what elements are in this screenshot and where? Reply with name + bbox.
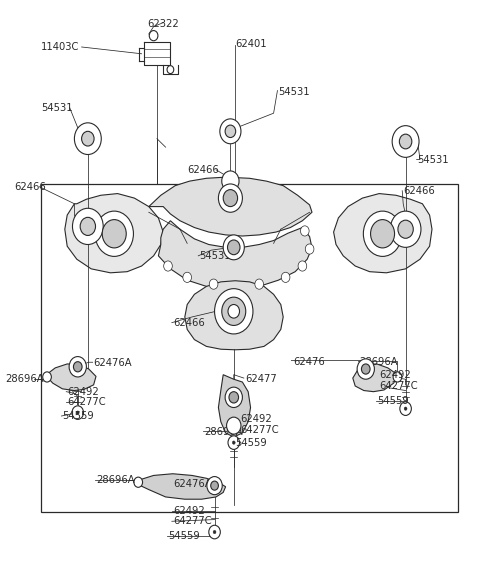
- Circle shape: [225, 125, 236, 138]
- Circle shape: [228, 305, 240, 318]
- Circle shape: [80, 217, 96, 235]
- Circle shape: [74, 123, 101, 155]
- Circle shape: [363, 211, 402, 256]
- Circle shape: [229, 392, 239, 403]
- Text: 54559: 54559: [377, 396, 408, 406]
- Circle shape: [227, 417, 241, 434]
- Polygon shape: [353, 364, 398, 392]
- Text: 62492: 62492: [240, 414, 272, 424]
- Text: 11403C: 11403C: [41, 42, 79, 52]
- Circle shape: [215, 289, 253, 334]
- Text: 62476A: 62476A: [173, 479, 211, 490]
- Text: 62322: 62322: [147, 19, 179, 29]
- Circle shape: [149, 31, 158, 41]
- Circle shape: [220, 119, 241, 144]
- Text: 54559: 54559: [62, 411, 94, 421]
- Text: 64277C: 64277C: [240, 424, 278, 435]
- Circle shape: [404, 407, 407, 410]
- Circle shape: [228, 240, 240, 255]
- Circle shape: [399, 134, 412, 149]
- Circle shape: [232, 441, 235, 444]
- Circle shape: [392, 126, 419, 157]
- Circle shape: [218, 184, 242, 212]
- Circle shape: [228, 436, 240, 449]
- Circle shape: [95, 211, 133, 256]
- Text: 62476: 62476: [293, 357, 324, 367]
- Bar: [41, 184, 458, 512]
- Text: 62466: 62466: [187, 165, 219, 175]
- Text: 62466: 62466: [14, 182, 46, 192]
- Circle shape: [69, 357, 86, 377]
- Text: 64277C: 64277C: [67, 397, 106, 408]
- Circle shape: [398, 220, 413, 238]
- Circle shape: [400, 402, 411, 415]
- Polygon shape: [46, 364, 96, 391]
- Text: 28696A: 28696A: [204, 427, 242, 437]
- Circle shape: [390, 211, 421, 247]
- Polygon shape: [218, 375, 251, 437]
- Text: 62466: 62466: [173, 318, 204, 328]
- Text: 64277C: 64277C: [173, 516, 211, 526]
- Circle shape: [305, 244, 314, 254]
- Text: 62477: 62477: [245, 374, 276, 384]
- Circle shape: [207, 477, 222, 495]
- Circle shape: [222, 297, 246, 325]
- Text: 54531: 54531: [278, 87, 310, 97]
- Text: 54531: 54531: [41, 102, 72, 113]
- Circle shape: [300, 226, 309, 236]
- Text: 62466: 62466: [403, 186, 435, 196]
- Circle shape: [255, 279, 264, 289]
- Polygon shape: [65, 194, 163, 273]
- Circle shape: [72, 406, 84, 419]
- Text: 54559: 54559: [235, 438, 267, 448]
- Circle shape: [72, 208, 103, 245]
- Circle shape: [209, 279, 218, 289]
- Polygon shape: [158, 221, 312, 289]
- Polygon shape: [149, 177, 312, 236]
- Circle shape: [164, 261, 172, 271]
- Circle shape: [225, 387, 242, 408]
- Circle shape: [223, 190, 238, 207]
- Circle shape: [167, 66, 174, 74]
- Text: 62492: 62492: [67, 387, 99, 397]
- Polygon shape: [334, 194, 432, 273]
- Circle shape: [76, 411, 79, 414]
- Circle shape: [357, 359, 374, 379]
- Circle shape: [134, 477, 143, 487]
- Text: 28696A: 28696A: [5, 374, 43, 384]
- Circle shape: [213, 530, 216, 534]
- Circle shape: [183, 272, 192, 282]
- Text: 62492: 62492: [379, 370, 411, 380]
- Text: 62401: 62401: [235, 39, 267, 49]
- Text: 62476A: 62476A: [94, 358, 132, 368]
- Text: 28696A: 28696A: [96, 475, 134, 485]
- Circle shape: [73, 362, 82, 372]
- Circle shape: [82, 131, 94, 146]
- Text: 54531: 54531: [199, 251, 231, 261]
- Circle shape: [281, 272, 290, 282]
- Circle shape: [222, 171, 239, 191]
- Circle shape: [211, 481, 218, 490]
- Circle shape: [361, 364, 370, 374]
- Circle shape: [298, 261, 307, 271]
- Text: 64277C: 64277C: [379, 381, 418, 391]
- Polygon shape: [185, 281, 283, 350]
- Text: 62492: 62492: [173, 505, 204, 516]
- Circle shape: [209, 525, 220, 539]
- Circle shape: [223, 235, 244, 260]
- Circle shape: [43, 372, 51, 382]
- Polygon shape: [137, 474, 226, 499]
- Circle shape: [371, 220, 395, 248]
- Text: 28696A: 28696A: [359, 357, 397, 367]
- Text: 54559: 54559: [168, 531, 200, 541]
- Circle shape: [393, 372, 402, 382]
- Circle shape: [102, 220, 126, 248]
- Text: 54531: 54531: [418, 155, 449, 165]
